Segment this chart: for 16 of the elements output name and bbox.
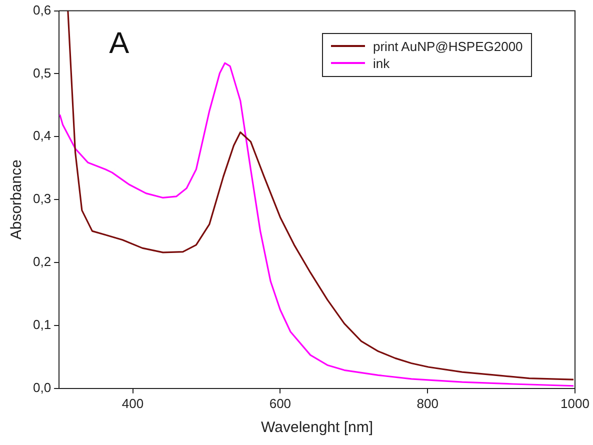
x-tick-label: 800 bbox=[416, 396, 438, 411]
x-tick-label: 600 bbox=[269, 396, 292, 411]
annotation: A bbox=[109, 26, 130, 61]
y-tick-label: 0,4 bbox=[32, 128, 52, 144]
y-tick-label: 0,6 bbox=[32, 2, 52, 18]
y-tick-label: 0,1 bbox=[32, 317, 52, 332]
x-axis-title: Wavelenght [nm] bbox=[261, 419, 374, 436]
x-tick-label: 400 bbox=[122, 396, 144, 411]
legend-label: ink bbox=[373, 54, 390, 72]
legend-label: print AuNP@HSPEG2000 bbox=[373, 38, 523, 55]
y-tick-label: 0,5 bbox=[32, 65, 52, 80]
y-tick-label: 0,0 bbox=[32, 380, 52, 395]
y-axis-title: Absorbance bbox=[8, 160, 26, 240]
x-tick-label: 1000 bbox=[560, 396, 590, 411]
y-tick-label: 0,2 bbox=[32, 254, 52, 270]
y-tick-label: 0,3 bbox=[32, 191, 52, 206]
